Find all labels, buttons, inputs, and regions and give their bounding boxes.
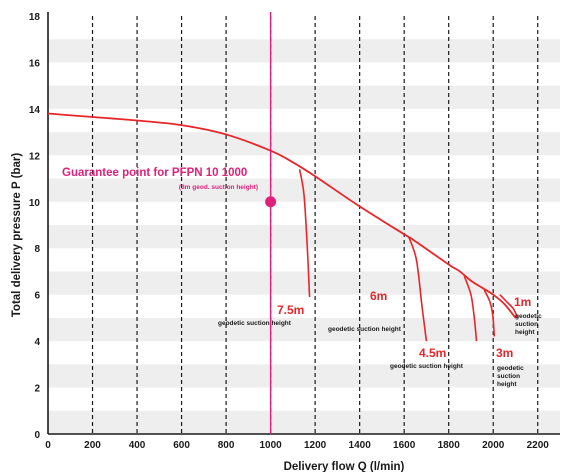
y-tick-label: 0: [34, 430, 40, 441]
suction-note-line: suction: [497, 373, 520, 380]
suction-label-1m: 1m: [514, 295, 531, 309]
band-stripe: [48, 271, 560, 295]
y-tick-label: 8: [34, 244, 40, 255]
guarantee-title: Guarantee point for PFPN 10 1000: [62, 167, 247, 179]
y-tick-label: 4: [34, 337, 40, 348]
y-tick-label: 2: [34, 384, 40, 395]
guarantee-point: [265, 196, 277, 208]
suction-label-4-5m: 4.5m: [419, 346, 446, 360]
suction-note: geodetic suction height: [328, 326, 402, 333]
suction-curve-3m: [483, 289, 496, 337]
x-tick-label: 400: [129, 440, 146, 451]
suction-label-6m: 6m: [370, 289, 387, 303]
y-tick-label: 6: [34, 291, 40, 302]
band-stripe: [48, 39, 560, 63]
axes: [47, 12, 560, 435]
suction-note-line: geodetic: [497, 365, 524, 372]
x-tick-label: 1400: [349, 440, 372, 451]
band-stripe: [48, 85, 560, 109]
tick-labels: 0 200 400 600 800 1000 1200 1400 1600 1800 2000 220…: [29, 12, 549, 451]
band-stripe: [48, 132, 560, 156]
y-tick-label: 12: [29, 151, 41, 162]
x-tick-label: 800: [218, 440, 235, 451]
pump-curves: [47, 112, 519, 342]
suction-curve-6m: [407, 236, 428, 342]
suction-note-line: suction: [515, 321, 538, 328]
y-tick-label: 14: [29, 105, 41, 116]
x-tick-label: 1000: [259, 440, 282, 451]
suction-note-line: height: [497, 381, 517, 388]
band-stripe: [48, 317, 560, 342]
suction-curve-7-5m: [298, 169, 311, 298]
x-tick-label: 2000: [482, 440, 505, 451]
main-pump-curve: [47, 112, 517, 319]
band-stripe: [48, 225, 560, 249]
suction-curve-4-5m: [463, 275, 478, 342]
y-tick-label: 10: [29, 198, 41, 209]
suction-label-3m: 3m: [496, 346, 513, 360]
x-tick-label: 200: [84, 440, 101, 451]
suction-note: geodetic suction height: [218, 320, 292, 327]
x-axis-title: Delivery flow Q (l/min): [284, 461, 405, 472]
band-stripe: [48, 364, 560, 388]
x-tick-label: 1800: [438, 440, 461, 451]
band-stripe: [48, 410, 560, 434]
suction-note-line: height: [515, 329, 535, 336]
suction-label-7-5m: 7.5m: [277, 303, 304, 317]
y-tick-label: 16: [29, 58, 41, 69]
background-bands: [48, 39, 560, 434]
guarantee-note: (3m geod. suction height): [179, 184, 258, 191]
x-tick-label: 1600: [393, 440, 416, 451]
y-axis-title: Total delivery pressure P (bar): [11, 153, 23, 318]
y-tick-label: 18: [29, 12, 41, 23]
x-tick-label: 0: [45, 440, 51, 451]
suction-note: geodetic suction height: [390, 363, 464, 370]
suction-note-line: geodetic: [515, 313, 542, 320]
curve-labels: 7.5m geodetic suction height 6m geodetic su…: [218, 289, 542, 388]
suction-curve-1m: [499, 294, 519, 319]
x-tick-label: 600: [173, 440, 190, 451]
x-tick-label: 1200: [304, 440, 327, 451]
x-tick-label: 2200: [527, 440, 550, 451]
guarantee-group: Guarantee point for PFPN 10 1000 (3m geod…: [62, 12, 277, 434]
